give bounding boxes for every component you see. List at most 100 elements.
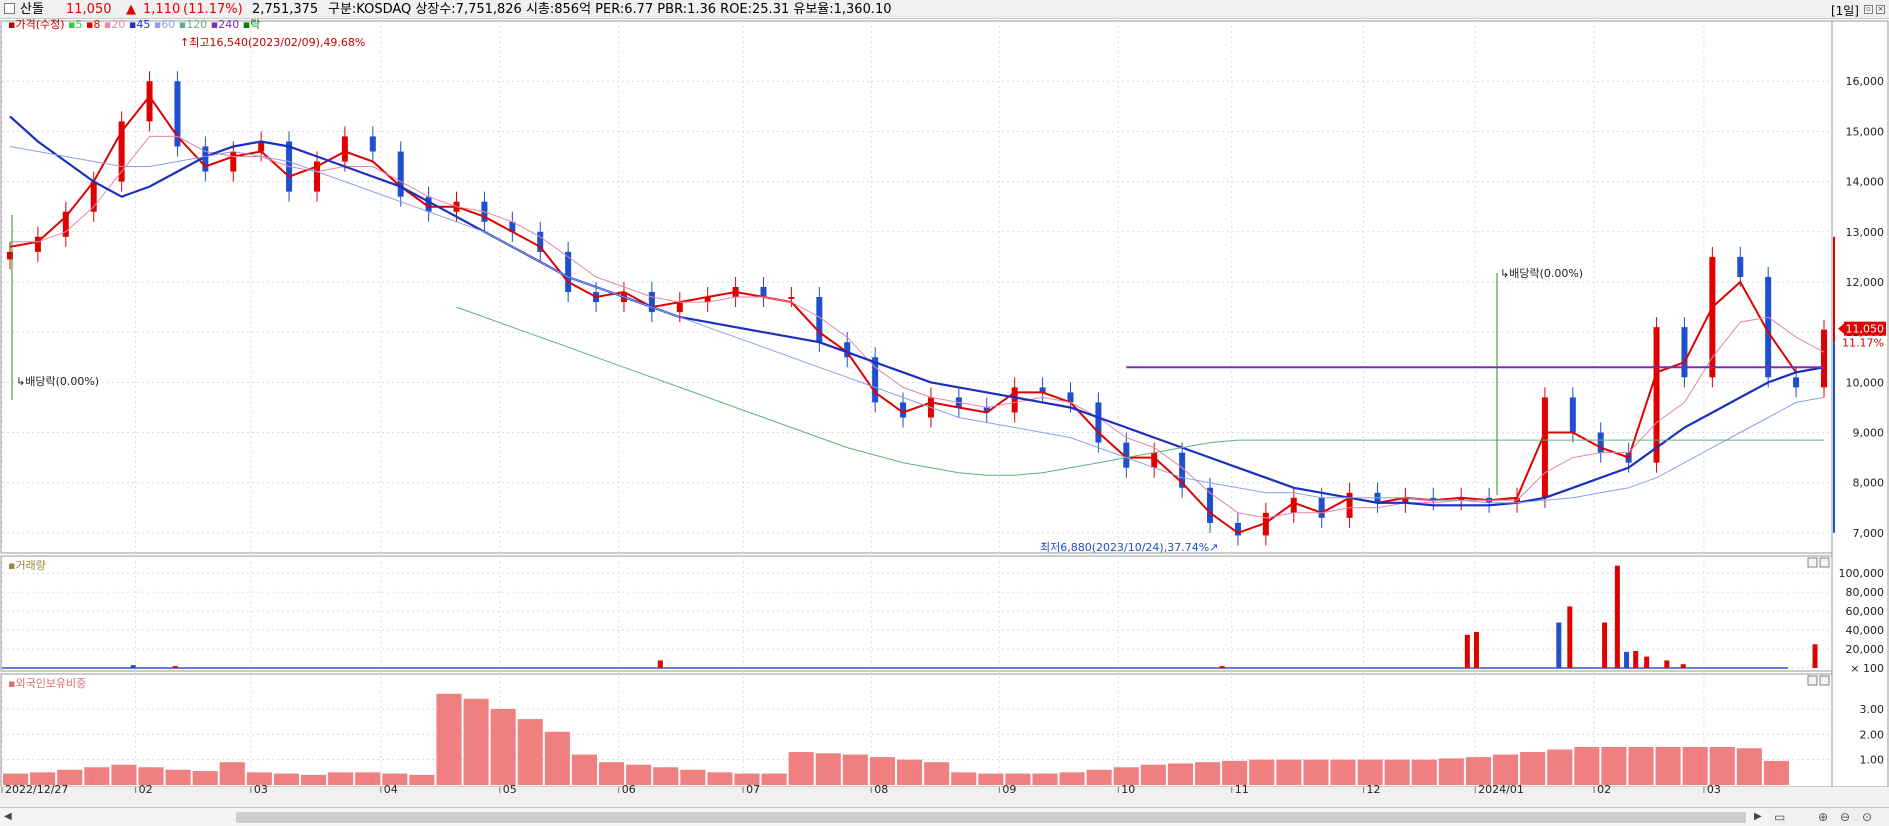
restore-icon[interactable]: ▫ bbox=[1864, 5, 1873, 14]
candle-body bbox=[1290, 497, 1297, 513]
volume-bar bbox=[1664, 660, 1670, 668]
last-price-pct: 11.17% bbox=[1842, 337, 1884, 350]
foreign-bar bbox=[1330, 759, 1356, 785]
foreign-bar bbox=[571, 754, 597, 785]
foreign-bar bbox=[1276, 759, 1302, 785]
volume-tick-label: 40,000 bbox=[1846, 624, 1885, 637]
foreign-bar bbox=[138, 767, 164, 785]
foreign-bar bbox=[1249, 759, 1275, 785]
foreign-bar bbox=[1222, 760, 1248, 785]
panel-restore-icon bbox=[1807, 557, 1818, 568]
foreign-bar bbox=[301, 774, 327, 785]
foreign-bar bbox=[1357, 759, 1383, 785]
price-tick-label: 8,000 bbox=[1853, 477, 1885, 490]
foreign-bar bbox=[1438, 758, 1464, 785]
candle-body bbox=[565, 251, 572, 293]
dividend-label-1: ↳배당락(0.00%) bbox=[16, 375, 99, 388]
price-change-pct: (11.17%) bbox=[183, 2, 243, 17]
x-axis-area bbox=[0, 787, 1889, 807]
scroll-thumb[interactable] bbox=[236, 812, 1746, 823]
foreign-bar bbox=[707, 772, 733, 785]
volume-tick-label: 20,000 bbox=[1846, 643, 1885, 656]
foreign-bar bbox=[897, 759, 923, 785]
volume-bar bbox=[1812, 644, 1818, 668]
candle-body bbox=[1541, 397, 1548, 498]
foreign-bar bbox=[111, 764, 137, 785]
scroll-right-icon[interactable]: ▶ bbox=[1754, 811, 1762, 822]
volume-bar bbox=[1624, 651, 1630, 668]
price-change: 1,110 bbox=[143, 2, 181, 17]
foreign-bar bbox=[1763, 760, 1789, 785]
volume-bar bbox=[1644, 656, 1650, 668]
candle-body bbox=[90, 181, 97, 212]
foreign-bar bbox=[788, 752, 814, 785]
candle-body bbox=[397, 151, 404, 197]
foreign-tick-label: 3.00 bbox=[1860, 703, 1885, 716]
volume-panel-label: ▪거래량 bbox=[8, 559, 46, 572]
foreign-bar bbox=[815, 753, 841, 785]
foreign-bar bbox=[409, 774, 435, 785]
range-slider-icon[interactable]: ▭ bbox=[1774, 810, 1786, 824]
foreign-bar bbox=[1005, 773, 1031, 785]
volume-tick-label: 80,000 bbox=[1846, 586, 1885, 599]
price-tick-label: 9,000 bbox=[1853, 427, 1885, 440]
foreign-panel-label: ▪외국인보유비중 bbox=[8, 677, 86, 690]
stock-name: 산돌 bbox=[20, 2, 44, 17]
panel-close-icon bbox=[1819, 675, 1830, 686]
candle-body bbox=[1765, 276, 1772, 378]
foreign-bar bbox=[3, 773, 29, 785]
candle-body bbox=[202, 146, 209, 172]
foreign-bar bbox=[761, 773, 787, 785]
zoom-out-icon[interactable]: ⊖ bbox=[1840, 810, 1851, 824]
close-icon[interactable]: × bbox=[1876, 5, 1885, 14]
foreign-bar bbox=[30, 772, 56, 785]
panel-restore-icon bbox=[1807, 675, 1818, 686]
foreign-bar bbox=[463, 698, 489, 785]
last-price-tag bbox=[1844, 321, 1886, 336]
foreign-bar bbox=[1682, 746, 1708, 785]
foreign-bar bbox=[490, 708, 516, 785]
panel-frame-2 bbox=[0, 555, 1833, 672]
candle-body bbox=[258, 141, 265, 152]
foreign-bar bbox=[165, 769, 191, 785]
foreign-bar bbox=[1574, 746, 1600, 785]
foreign-bar bbox=[1709, 746, 1735, 785]
foreign-bar bbox=[1113, 767, 1139, 785]
zoom-reset-icon[interactable]: ⊙ bbox=[1862, 810, 1873, 824]
foreign-bar bbox=[219, 762, 245, 785]
foreign-bar bbox=[57, 769, 83, 785]
price-tick-label: 16,000 bbox=[1846, 75, 1885, 88]
candle-body bbox=[425, 196, 432, 212]
foreign-bar bbox=[355, 772, 381, 785]
candle-body bbox=[1318, 497, 1325, 518]
foreign-bar bbox=[842, 754, 868, 785]
candle-body bbox=[174, 81, 181, 147]
volume-bar bbox=[1473, 631, 1479, 668]
volume-bar bbox=[1680, 664, 1686, 668]
candle-body bbox=[1011, 387, 1018, 413]
x-tick-label: 08 bbox=[874, 783, 888, 796]
foreign-bar bbox=[1520, 752, 1546, 785]
scroll-left-icon[interactable]: ◀ bbox=[4, 811, 12, 822]
candle-body bbox=[146, 81, 153, 122]
foreign-bar bbox=[436, 693, 462, 785]
foreign-bar bbox=[192, 771, 218, 785]
period-selector[interactable]: [1일] bbox=[1830, 4, 1859, 18]
stock-info: 구분:KOSDAQ 상장수:7,751,826 시총:856억 PER:6.77… bbox=[328, 2, 892, 17]
candle-body bbox=[1821, 329, 1827, 388]
candle-body bbox=[1653, 327, 1660, 463]
volume-bar bbox=[1556, 622, 1562, 668]
candle-body bbox=[900, 402, 907, 418]
foreign-bar bbox=[1140, 764, 1166, 785]
select-checkbox[interactable] bbox=[4, 3, 15, 14]
volume-bar bbox=[1464, 634, 1470, 668]
foreign-bar bbox=[680, 769, 706, 785]
candle-body bbox=[1402, 497, 1409, 503]
volume-bar bbox=[1567, 606, 1573, 668]
y-axis-area bbox=[1831, 20, 1889, 788]
horizontal-scrollbar[interactable]: ◀ ▶ bbox=[0, 807, 1768, 826]
zoom-in-icon[interactable]: ⊕ bbox=[1818, 810, 1829, 824]
x-tick-label: 03 bbox=[254, 783, 268, 796]
stock-chart[interactable]: 7,0008,0009,00010,00011,00012,00013,0001… bbox=[0, 19, 1889, 807]
candle-body bbox=[816, 297, 823, 343]
